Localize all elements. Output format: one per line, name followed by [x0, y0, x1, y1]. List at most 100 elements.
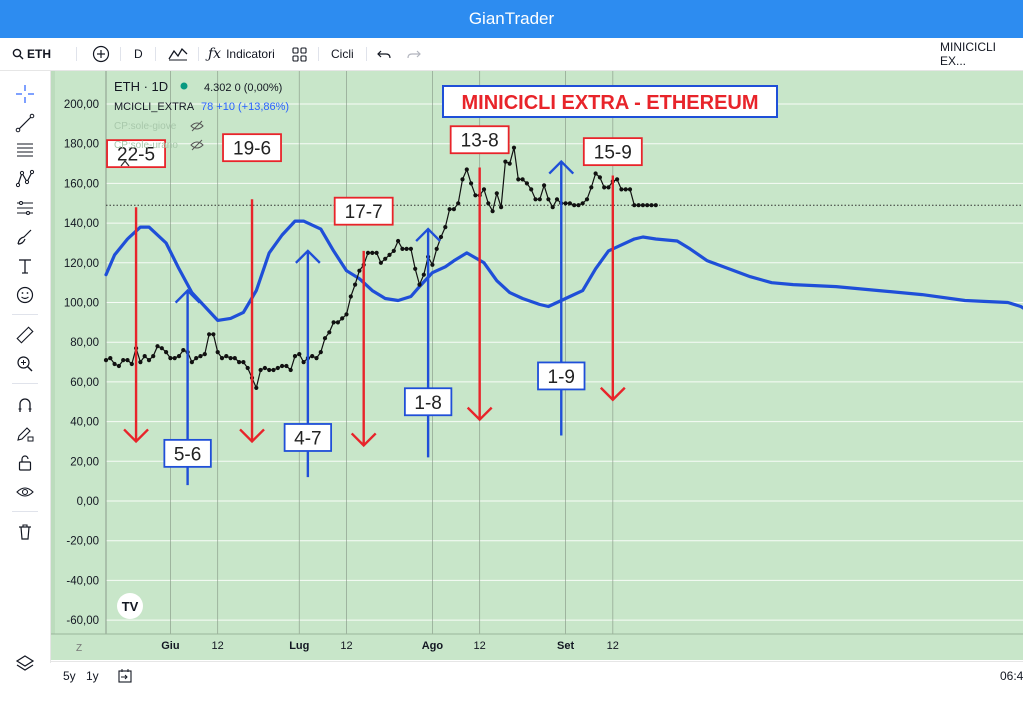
chart-type-button[interactable] — [168, 38, 188, 70]
hidden-eye-icon[interactable] — [190, 139, 204, 151]
price-point — [494, 191, 499, 196]
cycles-button[interactable]: Cicli — [331, 38, 354, 70]
chart-pane[interactable]: 200,00 180,00 160,00 140,00 120,00 100,00 80,0… — [51, 71, 1023, 660]
arrow-label-box — [106, 139, 166, 169]
price-point — [589, 185, 594, 190]
series-legend: ETH · 1D 4.302 0 (0,00%) MCICLI_EXTRA 78… — [114, 79, 289, 167]
time-axis[interactable] — [51, 634, 1023, 660]
price-point — [155, 344, 160, 349]
hidden-eye-icon[interactable] — [190, 120, 204, 132]
price-point — [344, 312, 349, 317]
price-point — [490, 209, 495, 214]
arrow-head — [239, 428, 265, 444]
chart-title: MINICICLI EXTRA - ETHEREUM — [461, 92, 758, 114]
range-1y-button[interactable]: 1y — [86, 662, 99, 690]
price-point — [456, 201, 461, 206]
price-point — [237, 360, 242, 365]
remove-drawings-tool[interactable] — [13, 520, 37, 544]
layout-name-button[interactable]: MINICICLI EX... — [940, 38, 1023, 70]
indicators-button[interactable]: ƒx Indicatori — [208, 38, 275, 70]
price-point — [413, 266, 418, 271]
plot-background — [51, 71, 1023, 660]
price-point — [447, 207, 452, 212]
layout-name-label: MINICICLI EX... — [940, 40, 997, 68]
y-tick-label: 200,00 — [64, 99, 99, 111]
range-5y-button[interactable]: 5y — [63, 662, 76, 690]
price-point — [228, 356, 233, 361]
magnet-tool[interactable] — [13, 393, 37, 417]
arrow-label: 1-9 — [548, 367, 575, 388]
lock-drawings-tool[interactable] — [13, 422, 37, 446]
y-tick-label: -60,00 — [66, 615, 99, 627]
legend-symbol: ETH · 1D — [114, 79, 168, 94]
price-point — [146, 358, 152, 363]
search-icon — [12, 48, 24, 60]
price-point — [593, 171, 598, 176]
brush-tool[interactable] — [13, 225, 37, 249]
pattern-tool[interactable] — [13, 167, 37, 191]
layouts-button[interactable] — [292, 38, 307, 70]
prediction-tool[interactable] — [13, 196, 37, 220]
price-point — [580, 201, 585, 206]
trend-line-tool[interactable] — [13, 111, 37, 135]
arrow-label-box — [222, 133, 282, 163]
price-point — [563, 201, 568, 206]
arrow-label-box — [333, 196, 394, 226]
range-5y-label: 5y — [63, 669, 76, 683]
price-point — [232, 356, 237, 361]
collapse-legend-chevron-icon[interactable] — [120, 160, 130, 167]
price-point — [533, 197, 538, 202]
price-point — [421, 272, 426, 277]
price-point — [554, 197, 560, 202]
symbol-search-button[interactable]: ETH — [12, 38, 51, 70]
arrow-label-box — [582, 137, 643, 167]
toolbar-divider — [155, 47, 156, 61]
price-point — [198, 354, 203, 359]
price-point — [288, 367, 293, 373]
sidebar-divider — [12, 511, 38, 512]
crosshair-tool[interactable] — [13, 82, 37, 106]
interval-button[interactable]: D — [134, 38, 143, 70]
legend-indicator-values: 78 +10 (+13,86%) — [201, 101, 289, 113]
zoom-tool[interactable] — [13, 352, 37, 376]
cycle-annotations: 22-5 5-6 19-6 4-7 17-7 1-8 13-8 1-9 15-9 — [106, 125, 643, 486]
fib-tool[interactable] — [13, 138, 37, 162]
emoji-tool[interactable] — [13, 283, 37, 307]
chart-canvas[interactable]: 200,00180,00160,00140,00120,00100,0080,0… — [51, 71, 1023, 660]
arrow-label: 19-6 — [233, 139, 271, 160]
price-point — [357, 268, 362, 273]
bottom-toolbar: 5y 1y 06:4 — [51, 661, 1023, 690]
undo-button[interactable] — [377, 38, 391, 70]
price-point — [511, 145, 517, 150]
top-toolbar: ETH D ƒx Indicatori Cicli MINICICLI EX..… — [0, 38, 1023, 71]
visibility-tool[interactable] — [13, 480, 37, 504]
tradingview-logo: TV — [117, 593, 143, 619]
cycle-arrow-19-6: 19-6 — [222, 133, 282, 444]
price-point — [627, 187, 633, 192]
y-tick-label: 160,00 — [64, 178, 99, 190]
price-point — [331, 320, 336, 325]
text-tool[interactable] — [13, 254, 37, 278]
add-symbol-button[interactable] — [92, 38, 110, 70]
y-tick-label: 80,00 — [70, 337, 99, 349]
go-to-date-button[interactable] — [117, 662, 133, 690]
price-point — [241, 360, 246, 365]
price-point — [172, 356, 177, 361]
price-point — [430, 262, 435, 267]
magnet-icon — [18, 398, 32, 412]
price-series — [103, 145, 658, 390]
text-icon — [19, 259, 31, 274]
y-tick-label: 0,00 — [77, 496, 99, 508]
sidebar-divider — [12, 314, 38, 315]
price-point — [550, 205, 555, 210]
lock-tool[interactable] — [13, 451, 37, 475]
object-tree-button[interactable] — [13, 651, 37, 675]
measure-tool[interactable] — [13, 323, 37, 347]
timezone-corner-label[interactable]: Z — [76, 643, 82, 654]
arrow-head — [123, 428, 149, 444]
price-point — [271, 367, 276, 373]
redo-button[interactable] — [407, 38, 421, 70]
price-point — [602, 185, 607, 190]
toolbar-divider — [318, 47, 319, 61]
price-point — [640, 203, 646, 208]
